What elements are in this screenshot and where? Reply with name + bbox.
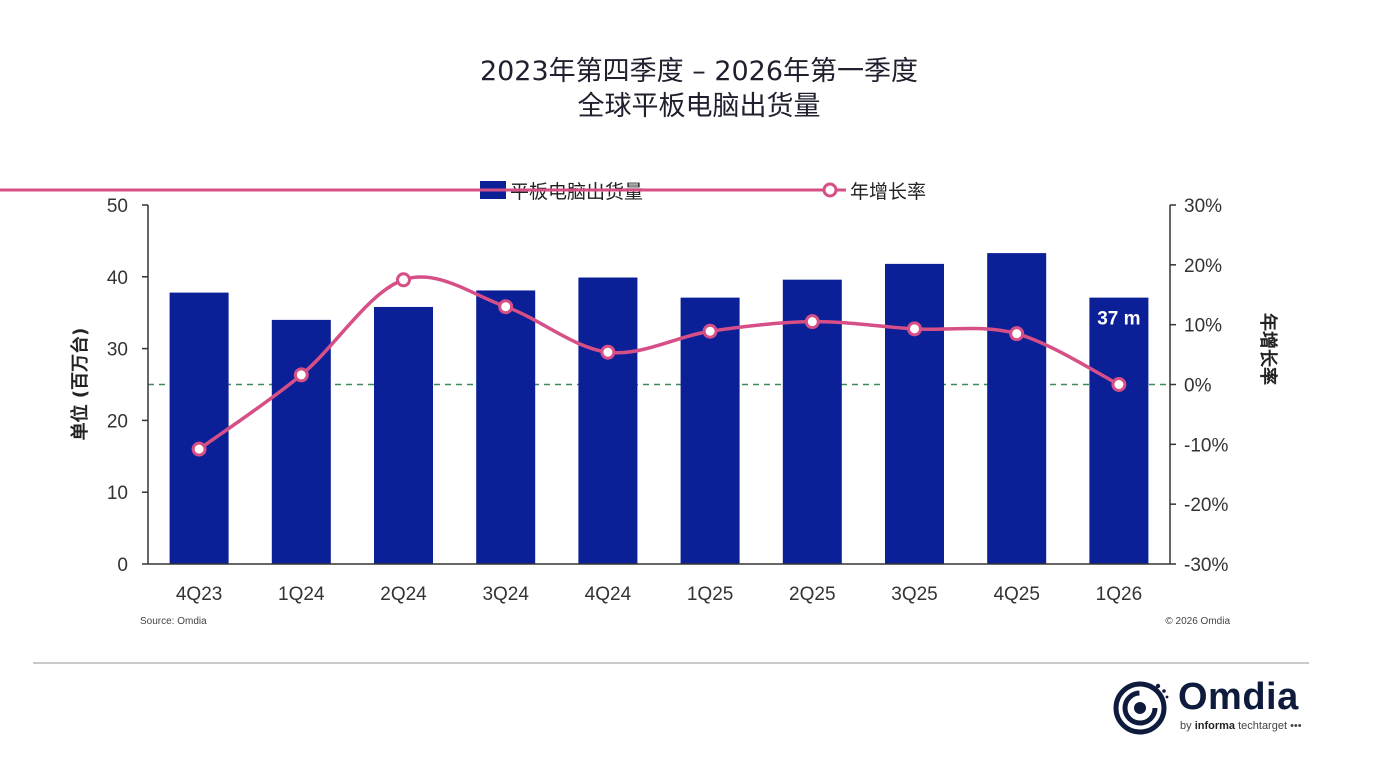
y-tick-right-label: 20%: [1184, 256, 1222, 277]
chart-svg: 37 m 0 10 20 30 40 50 -30% -20% -10% 0% 10% 20% 30% 4…: [0, 181, 1279, 627]
x-tick-label: 1Q24: [278, 584, 325, 605]
x-tick-label: 4Q23: [176, 584, 222, 605]
y-tick-right-label: -30%: [1184, 555, 1228, 576]
omdia-logo-tagline: by informa techtarget •••: [1180, 720, 1302, 732]
bar-4Q24: [578, 277, 638, 564]
bar-4Q25: [987, 253, 1047, 564]
growth-point-2Q25: [804, 314, 820, 330]
omdia-logo-wordmark: Omdia: [1178, 676, 1299, 718]
x-tick-label: 1Q26: [1096, 584, 1142, 605]
growth-point-1Q24: [293, 367, 309, 383]
x-tick-label: 4Q24: [585, 584, 632, 605]
bar-1Q26: [1089, 297, 1149, 564]
footer-divider: [33, 662, 1309, 664]
legend-bar-label: 平板电脑出货量: [510, 181, 643, 203]
logo-brand-tail: techtarget: [1238, 720, 1288, 732]
y-axis-right-label: 年增长率: [1257, 313, 1279, 385]
growth-point-3Q24: [498, 299, 514, 315]
x-tick-label: 3Q25: [891, 584, 937, 605]
y-tick-left-label: 40: [107, 268, 128, 289]
bar-2Q24: [374, 306, 433, 564]
x-tick-label: 2Q25: [789, 584, 835, 605]
bar-1Q24: [271, 319, 331, 564]
growth-point-2Q24: [396, 272, 411, 288]
x-tick-label: 4Q25: [993, 584, 1039, 605]
chart-title-line2: 全球平板电脑出货量: [577, 91, 821, 122]
y-tick-right-label: 0%: [1184, 376, 1212, 397]
y-axis-left-label: 单位 (百万台): [69, 328, 91, 441]
x-tick-label: 1Q25: [687, 584, 733, 605]
bar-4Q23: [169, 292, 229, 564]
logo-by: by: [1180, 720, 1192, 732]
omdia-logo: Omdia by informa techtarget •••: [1112, 676, 1312, 740]
chart-title-line1: 2023年第四季度 – 2026年第一季度: [479, 56, 919, 87]
growth-point-3Q25: [907, 321, 922, 337]
bar-3Q25: [885, 263, 944, 564]
y-tick-right-label: -10%: [1184, 435, 1228, 456]
source-note: Source: Omdia: [140, 616, 207, 627]
legend-line-marker: [822, 182, 838, 198]
y-tick-right-label: 10%: [1184, 316, 1222, 337]
y-tick-right-label: -20%: [1184, 495, 1228, 516]
growth-point-4Q23: [191, 441, 207, 457]
growth-point-1Q26: [1111, 377, 1127, 392]
growth-rate-line: [198, 275, 1120, 451]
copyright-note: © 2026 Omdia: [1165, 616, 1230, 627]
x-tick-label: 3Q24: [482, 584, 529, 605]
growth-point-4Q25: [1009, 326, 1025, 342]
logo-brand: informa: [1194, 720, 1236, 732]
omdia-logo-icon: [1113, 681, 1169, 735]
x-tick-label: 2Q24: [380, 584, 427, 605]
y-tick-left-label: 30: [107, 340, 128, 361]
bar-1Q25: [680, 297, 740, 564]
bar-annotation-1Q26: 37 m: [1097, 309, 1140, 330]
legend-line-label: 年增长率: [850, 181, 926, 203]
y-tick-right-label: 30%: [1184, 196, 1222, 217]
y-tick-left-label: 0: [117, 555, 128, 576]
growth-point-4Q24: [600, 344, 616, 360]
y-tick-left-label: 50: [107, 196, 128, 217]
y-tick-left-label: 10: [107, 483, 128, 504]
bar-3Q24: [476, 290, 536, 564]
y-tick-left-label: 20: [107, 411, 128, 432]
growth-point-1Q25: [702, 323, 718, 339]
